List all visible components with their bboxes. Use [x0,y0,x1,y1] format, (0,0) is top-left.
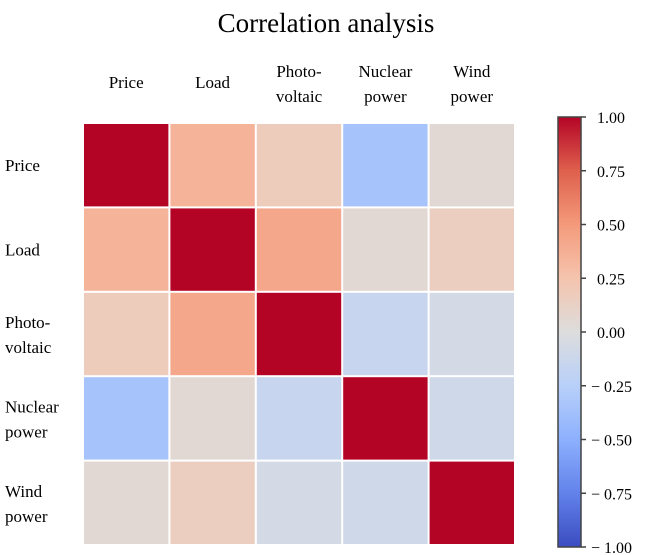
heatmap-cell [170,292,255,376]
heatmap-cell [170,461,255,544]
heatmap-cell [343,124,428,207]
row-label: Nuclear [5,397,59,416]
heatmap-cell [343,461,428,544]
colorbar-gradient [557,116,582,548]
heatmap-cell [84,461,169,544]
heatmap-cell [84,377,169,460]
row-labels: Price Load Photo-voltaic Nuclear power Wind po… [5,156,59,526]
column-label: Wind [453,62,491,81]
colorbar-tick-label: 0.00 [597,325,625,342]
colorbar-tick-label: − 0.50 [591,433,632,450]
row-label: Photo- [5,313,51,332]
row-label: voltaic [5,338,52,357]
heatmap-cell [256,208,342,291]
colorbar-tick-label: − 0.75 [591,486,632,503]
column-labels: Price Load Photo-voltaic Nuclear power Wind po… [109,62,494,106]
heatmap-cell [256,461,342,544]
colorbar: 1.00 0.75 0.50 0.25 0.00 − 0.25 − 0.50 − 0.75 − … [557,110,632,555]
heatmap-cell [429,292,514,376]
column-label: voltaic [276,87,323,106]
heatmap-cell [84,208,169,291]
heatmap-cell [256,377,342,460]
heatmap-cell [429,461,514,544]
colorbar-tick-label: 1.00 [597,110,625,127]
heatmap-cell [343,292,428,376]
heatmap-cell [84,292,169,376]
colorbar-tick-label: − 1.00 [591,540,632,555]
column-label: power [364,87,407,106]
heatmap-cell [429,377,514,460]
colorbar-tick-label: − 0.25 [591,379,632,396]
chart-title: Correlation analysis [218,8,435,38]
row-label: Price [5,156,40,175]
column-label: Photo- [276,62,322,81]
column-label: Load [195,73,230,92]
row-label: Load [5,241,40,260]
heatmap-cell [343,208,428,291]
colorbar-tick-label: 0.50 [597,218,625,235]
heatmap-cell [256,124,342,207]
heatmap-cell [170,208,255,291]
heatmap-cell [256,292,342,376]
heatmap-cell [429,208,514,291]
column-label: Price [109,73,144,92]
column-label: power [451,87,494,106]
heatmap-cell [429,124,514,207]
row-label: power [5,422,48,441]
row-label: power [5,507,48,526]
colorbar-tick-label: 0.25 [597,271,625,288]
heatmap-cell [170,377,255,460]
column-label: Nuclear [358,62,412,81]
heatmap-cell [84,124,169,207]
heatmap-cell [170,124,255,207]
heatmap-cells [84,124,514,544]
heatmap-cell [343,377,428,460]
row-label: Wind [5,482,43,501]
colorbar-tick-label: 0.75 [597,164,625,181]
